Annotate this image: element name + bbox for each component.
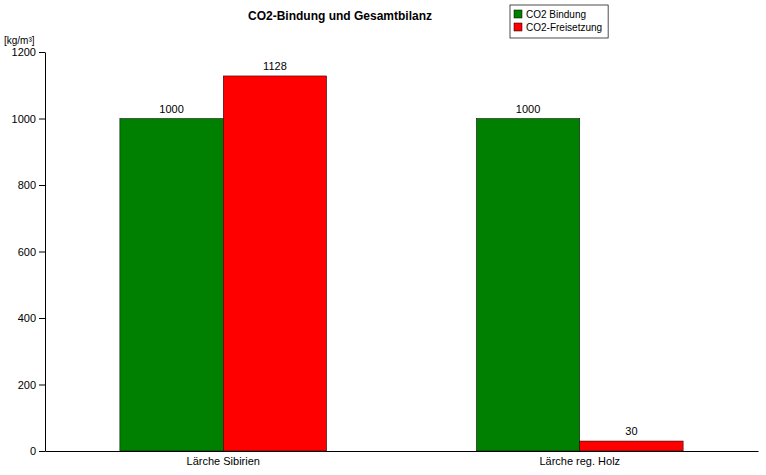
x-tick: Lärche reg. Holz [539,451,620,467]
bar [476,119,579,452]
bar [580,441,683,451]
data-label: 1000 [516,103,540,115]
title: CO2-Bindung und Gesamtbilanz [248,9,432,23]
y-tick-label: 1200 [12,46,36,58]
y-tick: 600 [18,246,45,258]
legend: CO2 Bindung CO2-Freisetzung [510,5,608,38]
y-axis-title: [kg/m³] [4,35,35,46]
y-tick: 0 [30,445,45,457]
legend-label: CO2 Bindung [526,9,586,20]
y-tick-label: 800 [18,179,36,191]
y-tick: 400 [18,312,45,324]
bar [120,119,223,452]
y-tick-mark [39,185,45,186]
data-label: 1000 [159,103,183,115]
x-axis: Lärche Sibirien Lärche reg. Holz [46,451,759,467]
y-tick-mark [39,119,45,120]
y-tick-mark [39,451,45,452]
y-tick-mark [39,385,45,386]
data-label-bg [514,102,542,116]
y-axis: 0 200 400 600 800 1000 1200 [12,46,46,457]
legend-item: CO2 Bindung [514,9,586,20]
data-label-bg [623,424,639,438]
y-axis-line [45,53,46,452]
x-tick: Lärche Sibirien [187,451,260,467]
y-tick-mark [39,252,45,253]
data-label-bg [157,102,185,116]
y-tick: 1000 [12,113,45,125]
y-tick-label: 0 [30,445,36,457]
x-axis-line [46,451,759,452]
y-tick: 800 [18,179,45,191]
legend-swatch [514,10,522,18]
data-label: 30 [625,425,637,437]
data-label-bg [261,59,289,73]
y-tick-label: 1000 [12,113,36,125]
y-tick-label: 200 [18,379,36,391]
y-tick-label: 400 [18,312,36,324]
x-tick-label: Lärche reg. Holz [539,455,620,467]
legend-swatch [514,23,522,31]
bar [223,76,326,451]
bars [120,76,683,451]
y-tick: 1200 [12,46,45,58]
y-tick-mark [39,318,45,319]
x-tick-label: Lärche Sibirien [187,455,260,467]
chart: CO2-Bindung und Gesamtbilanz [kg/m³] 0 200 4… [0,0,766,475]
legend-label: CO2-Freisetzung [526,22,602,33]
plot: 020040060080010001200Lärche SibirienLärc… [12,46,759,467]
data-label: 1128 [263,60,287,72]
y-tick: 200 [18,379,45,391]
y-tick-label: 600 [18,246,36,258]
y-tick-mark [39,52,45,53]
legend-item: CO2-Freisetzung [514,22,602,33]
legend-box [510,5,608,38]
data-labels: 1000 1000 1128 30 [157,59,639,438]
